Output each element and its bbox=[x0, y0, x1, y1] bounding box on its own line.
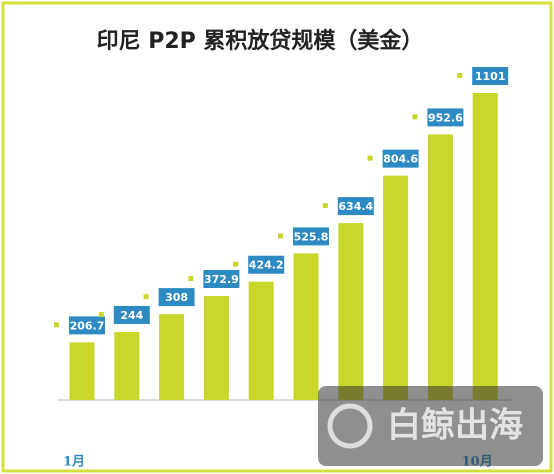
value-label: 804.6 bbox=[383, 153, 418, 166]
label-marker bbox=[188, 276, 194, 282]
watermark-text: 白鲸出海 bbox=[387, 406, 523, 446]
label-box bbox=[203, 270, 240, 289]
label-marker bbox=[412, 114, 418, 120]
bar bbox=[114, 331, 140, 400]
label-box bbox=[472, 67, 509, 85]
bar bbox=[338, 223, 364, 400]
label-marker bbox=[143, 294, 149, 300]
value-label: 206.7 bbox=[70, 319, 105, 332]
value-label: 1101 bbox=[475, 70, 506, 83]
label-marker bbox=[457, 73, 463, 78]
bar bbox=[203, 296, 229, 400]
label-box bbox=[69, 316, 105, 335]
label-marker bbox=[367, 155, 373, 161]
label-marker bbox=[98, 311, 104, 317]
label-box bbox=[337, 197, 374, 216]
label-marker bbox=[54, 322, 59, 328]
x-tick-label: 1月 bbox=[63, 455, 85, 470]
label-box bbox=[158, 288, 195, 307]
chart-title: 印尼 P2P 累积放贷规模（美金） bbox=[97, 28, 424, 54]
value-label: 525.8 bbox=[294, 230, 329, 243]
bar bbox=[159, 314, 185, 400]
label-box bbox=[248, 255, 285, 274]
label-box bbox=[113, 305, 150, 324]
value-label: 424.2 bbox=[249, 259, 284, 272]
value-label: 634.4 bbox=[338, 200, 373, 213]
value-label: 372.9 bbox=[204, 273, 239, 286]
value-label: 952.6 bbox=[428, 111, 463, 124]
label-marker bbox=[233, 261, 239, 267]
bar bbox=[69, 342, 95, 400]
label-marker bbox=[322, 203, 328, 209]
bar bbox=[293, 253, 319, 400]
watermark: 白鲸出海 bbox=[318, 386, 543, 466]
label-box bbox=[293, 227, 329, 246]
bar bbox=[383, 175, 409, 400]
label-box bbox=[427, 108, 464, 127]
watermark-logo bbox=[327, 403, 373, 449]
bar bbox=[472, 93, 498, 400]
label-box bbox=[382, 149, 419, 168]
value-label: 244 bbox=[120, 309, 143, 322]
label-marker bbox=[278, 233, 283, 239]
watermark-box bbox=[318, 386, 543, 466]
value-label: 308 bbox=[165, 291, 188, 304]
bar bbox=[248, 281, 274, 400]
bar bbox=[427, 134, 453, 401]
